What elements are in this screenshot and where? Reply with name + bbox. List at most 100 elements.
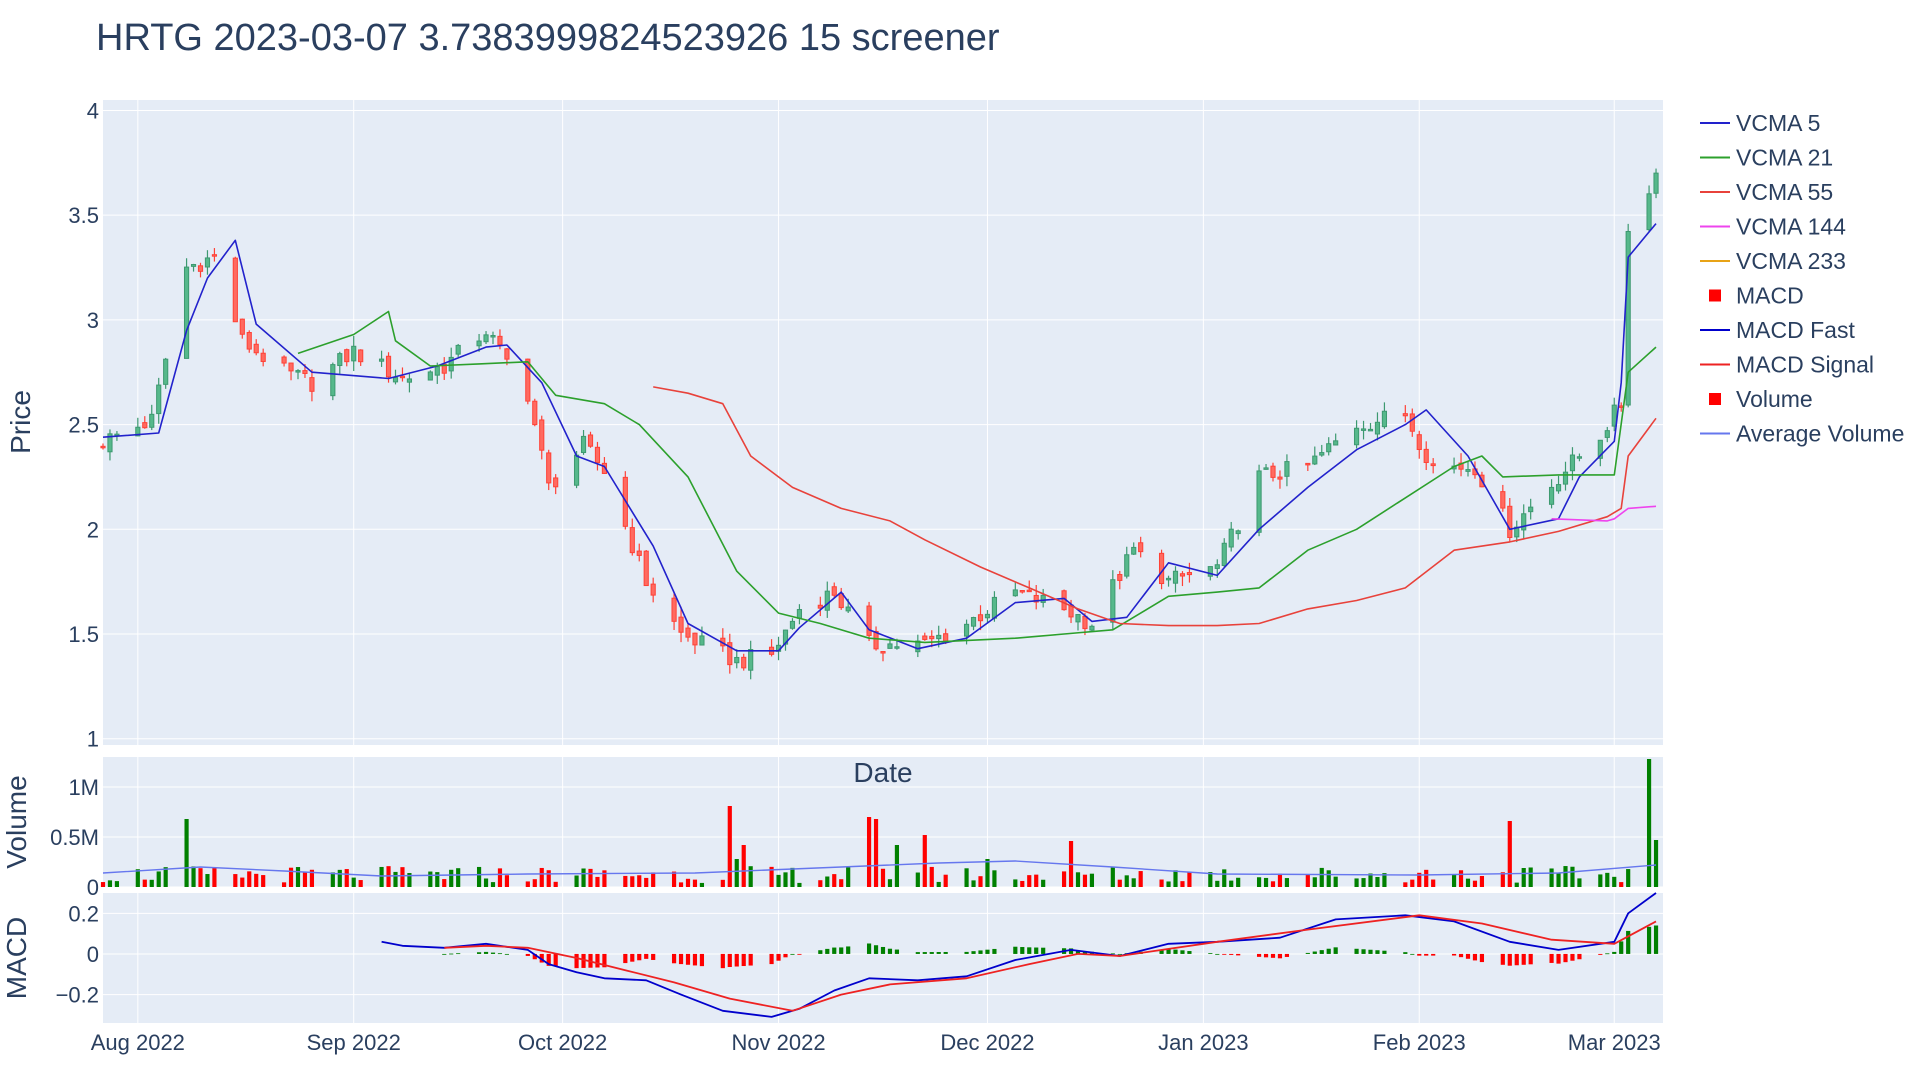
volume-bar xyxy=(191,866,196,887)
macd-histogram-bar xyxy=(1256,953,1262,957)
volume-bar xyxy=(532,879,537,887)
candle-body xyxy=(1026,589,1032,593)
volume-bar xyxy=(1619,882,1624,887)
macd-histogram-bar xyxy=(1312,951,1317,954)
volume-bar xyxy=(1333,876,1338,887)
macd-histogram-bar xyxy=(497,953,503,955)
macd-tick-label: −0.2 xyxy=(56,983,99,1008)
volume-bar xyxy=(1131,878,1136,887)
candle-body xyxy=(392,377,399,383)
volume-bar xyxy=(553,881,558,887)
macd-histogram-bar xyxy=(1507,953,1512,966)
volume-bar xyxy=(915,872,920,887)
volume-bar xyxy=(254,873,259,887)
volume-bar xyxy=(685,878,691,887)
volume-tick-label: 1M xyxy=(68,775,99,800)
volume-bar xyxy=(1312,877,1317,887)
volume-tick-label: 0 xyxy=(87,875,99,900)
volume-bar xyxy=(699,882,705,887)
candle-body xyxy=(601,462,608,474)
volume-bar xyxy=(428,871,433,887)
macd-histogram-bar xyxy=(595,953,600,968)
candle-body xyxy=(1228,528,1234,548)
macd-histogram-bar xyxy=(483,951,489,954)
volume-bar xyxy=(1458,870,1464,887)
candle-body xyxy=(887,643,893,649)
volume-bar xyxy=(400,867,405,887)
macd-histogram-bar xyxy=(1166,948,1171,954)
candle-body xyxy=(789,620,796,629)
candle-body xyxy=(984,613,991,619)
macd-histogram-bar xyxy=(1598,953,1603,955)
candle-body xyxy=(204,257,211,268)
date-tick-label: Nov 2022 xyxy=(731,1030,825,1055)
macd-histogram-bar xyxy=(748,953,753,966)
candle-body xyxy=(1555,484,1562,492)
macd-histogram-bar xyxy=(685,953,691,965)
volume-bar xyxy=(295,867,301,887)
candle-body xyxy=(894,646,900,649)
candle-body xyxy=(337,353,343,367)
macd-histogram xyxy=(442,925,1659,969)
volume-bar xyxy=(497,868,503,887)
volume-bar xyxy=(1110,867,1115,887)
macd-histogram-bar xyxy=(490,952,496,954)
volume-bar xyxy=(1284,878,1290,887)
macd-histogram-bar xyxy=(1354,948,1359,954)
macd-histogram-bar xyxy=(1626,930,1631,954)
volume-bar xyxy=(1598,874,1603,887)
candle-body xyxy=(281,356,287,364)
macd-histogram-bar xyxy=(1117,953,1122,955)
legend-item: MACD xyxy=(1709,283,1804,309)
volume-bar xyxy=(525,881,530,887)
candle-body xyxy=(385,355,392,378)
candle-body xyxy=(873,630,879,650)
date-tick-label: Jan 2023 xyxy=(1158,1030,1249,1055)
date-axis-title: Date xyxy=(853,757,912,788)
volume-bar xyxy=(783,872,788,887)
candle-body xyxy=(1075,614,1081,623)
volume-bar xyxy=(1375,876,1380,887)
volume-bar xyxy=(1305,874,1310,887)
candle-body xyxy=(351,345,357,362)
candle-body xyxy=(1597,439,1603,459)
candle-body xyxy=(929,635,935,640)
volume-bar xyxy=(880,868,886,887)
candle-body xyxy=(302,370,308,374)
volume-bar xyxy=(442,879,447,887)
macd-histogram-bar xyxy=(839,947,844,954)
macd-histogram-bar xyxy=(630,953,635,962)
macd-histogram-bar xyxy=(1458,953,1464,958)
volume-bar xyxy=(929,866,934,887)
macd-histogram-bar xyxy=(1521,953,1526,965)
macd-histogram-bar xyxy=(1284,953,1290,957)
macd-histogram-bar xyxy=(546,953,551,966)
macd-histogram-bar xyxy=(1068,948,1074,954)
volume-bar xyxy=(734,859,739,887)
price-tick-label: 4 xyxy=(87,98,99,123)
volume-bar xyxy=(1570,866,1575,887)
volume-bar xyxy=(1500,872,1505,887)
macd-axis-title: MACD xyxy=(1,917,32,999)
macd-histogram-bar xyxy=(456,953,461,955)
macd-histogram-bar xyxy=(1027,947,1032,954)
macd-histogram-bar xyxy=(504,953,510,955)
date-tick-label: Oct 2022 xyxy=(518,1030,607,1055)
candle-body xyxy=(1131,546,1137,555)
volume-bar xyxy=(1326,870,1331,887)
volume-bar xyxy=(1556,873,1561,887)
candle-body xyxy=(671,597,677,622)
candle-body xyxy=(1089,625,1095,631)
candle-body xyxy=(1653,172,1659,194)
macd-histogram-bar xyxy=(1472,953,1478,961)
legend-label: VCMA 233 xyxy=(1736,248,1846,274)
macd-histogram-bar xyxy=(644,953,649,959)
volume-bar xyxy=(476,866,482,887)
candle-body xyxy=(1277,476,1283,480)
candle-body xyxy=(1604,430,1610,438)
volume-bar xyxy=(936,881,941,887)
volume-tick-labels: 0 0.5M 1M xyxy=(50,775,99,900)
candle-body xyxy=(399,375,406,379)
